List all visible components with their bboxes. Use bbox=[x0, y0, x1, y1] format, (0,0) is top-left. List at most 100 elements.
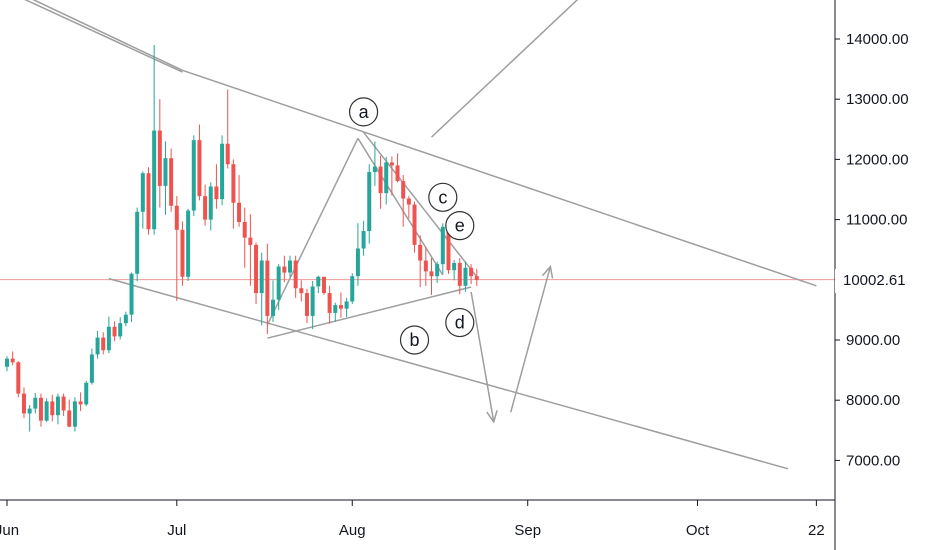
candle-body bbox=[27, 408, 32, 414]
candle-body bbox=[5, 358, 9, 367]
candle-body bbox=[259, 260, 264, 294]
y-tick-label: 13000.00 bbox=[846, 91, 909, 108]
candle-body bbox=[344, 301, 349, 309]
candle-body bbox=[452, 262, 457, 271]
arrow-head bbox=[486, 410, 498, 424]
candle-body bbox=[248, 237, 253, 245]
candle-body bbox=[112, 326, 117, 337]
candle-body bbox=[423, 260, 428, 272]
candle-body bbox=[10, 358, 15, 363]
candle-body bbox=[395, 165, 400, 182]
candle-body bbox=[84, 382, 89, 405]
candle-body bbox=[355, 248, 360, 277]
candle-body bbox=[440, 226, 445, 265]
wave-label: d bbox=[455, 313, 465, 333]
y-tick-label: 14000.00 bbox=[846, 31, 909, 48]
candle-body bbox=[310, 286, 315, 316]
candle-body bbox=[129, 273, 134, 315]
candle-body bbox=[44, 401, 49, 421]
candle-body bbox=[157, 130, 162, 186]
candle-body bbox=[163, 158, 168, 186]
candle-body bbox=[367, 172, 372, 232]
candle-body bbox=[214, 186, 219, 200]
arrow-head bbox=[541, 264, 554, 279]
x-tick-label: Oct bbox=[686, 522, 710, 539]
candle-body bbox=[457, 262, 462, 286]
x-tick-label: Jun bbox=[0, 522, 19, 539]
candle-body bbox=[135, 211, 140, 274]
candle-body bbox=[418, 244, 423, 261]
candle-body bbox=[106, 326, 111, 351]
candles-layer bbox=[5, 45, 479, 432]
candle-body bbox=[333, 305, 338, 313]
y-tick-label: 12000.00 bbox=[846, 151, 909, 168]
candle-body bbox=[16, 362, 21, 394]
candle-body bbox=[67, 410, 72, 427]
candle-body bbox=[174, 205, 179, 230]
x-tick-label: Sep bbox=[514, 522, 541, 539]
candle-body bbox=[446, 226, 451, 271]
candle-body bbox=[338, 305, 343, 309]
axes-layer: 7000.00 8000.00 9000.00 11000.00 12000.00 130… bbox=[0, 0, 909, 550]
wave-label-circle bbox=[428, 182, 458, 212]
candle-body bbox=[231, 164, 236, 203]
candle-body bbox=[276, 266, 281, 300]
trendline bbox=[266, 138, 359, 326]
candle-body bbox=[55, 396, 60, 416]
candle-body bbox=[384, 162, 389, 194]
candle-body bbox=[463, 267, 468, 286]
candle-body bbox=[327, 293, 332, 313]
candle-body bbox=[152, 130, 157, 230]
candle-body bbox=[350, 276, 355, 302]
candle-body bbox=[474, 276, 479, 280]
candle-body bbox=[237, 202, 242, 223]
trendlines-layer bbox=[0, 0, 835, 470]
candle-body bbox=[265, 260, 270, 316]
x-tick-label: 22 bbox=[808, 522, 825, 539]
candle-body bbox=[89, 354, 94, 383]
candle-body bbox=[282, 266, 287, 273]
y-tick-label: 8000.00 bbox=[846, 392, 900, 409]
candle-body bbox=[299, 288, 304, 294]
wave-labels-layer: a b c d e bbox=[348, 97, 475, 355]
candle-body bbox=[197, 140, 202, 197]
trendline bbox=[267, 286, 472, 339]
candle-body bbox=[101, 337, 106, 351]
candle-body bbox=[140, 173, 145, 212]
arrow-line bbox=[510, 266, 552, 413]
candle-body bbox=[288, 260, 292, 273]
candle-body bbox=[429, 271, 434, 277]
candle-body bbox=[95, 337, 100, 355]
y-tick-label: 9000.00 bbox=[846, 332, 900, 349]
wave-label: b bbox=[410, 330, 420, 350]
x-tick-label: Jul bbox=[167, 522, 186, 539]
candle-body bbox=[271, 299, 276, 316]
candle-body bbox=[361, 231, 366, 249]
candle-body bbox=[401, 181, 406, 199]
arrow-line bbox=[470, 291, 495, 423]
candle-body bbox=[412, 204, 417, 245]
candle-body bbox=[406, 198, 411, 205]
candle-body bbox=[321, 276, 326, 294]
candle-body bbox=[146, 173, 151, 230]
candle-body bbox=[316, 276, 321, 287]
trendline bbox=[430, 0, 579, 138]
candle-body bbox=[38, 397, 43, 421]
wave-label-circle bbox=[445, 211, 475, 241]
trendline bbox=[108, 277, 789, 470]
candle-body bbox=[225, 143, 230, 165]
candle-body bbox=[123, 314, 128, 324]
wave-label: c bbox=[438, 187, 447, 207]
candle-body bbox=[220, 143, 225, 200]
y-tick-label: 11000.00 bbox=[846, 212, 907, 229]
candle-body bbox=[304, 293, 309, 316]
candle-body bbox=[72, 401, 77, 427]
candle-body bbox=[78, 401, 83, 405]
trendline bbox=[32, 0, 183, 71]
current-price-label: 10002.61 bbox=[835, 269, 932, 293]
candle-body bbox=[378, 166, 383, 194]
candle-body bbox=[169, 158, 174, 206]
trendline bbox=[362, 131, 478, 278]
